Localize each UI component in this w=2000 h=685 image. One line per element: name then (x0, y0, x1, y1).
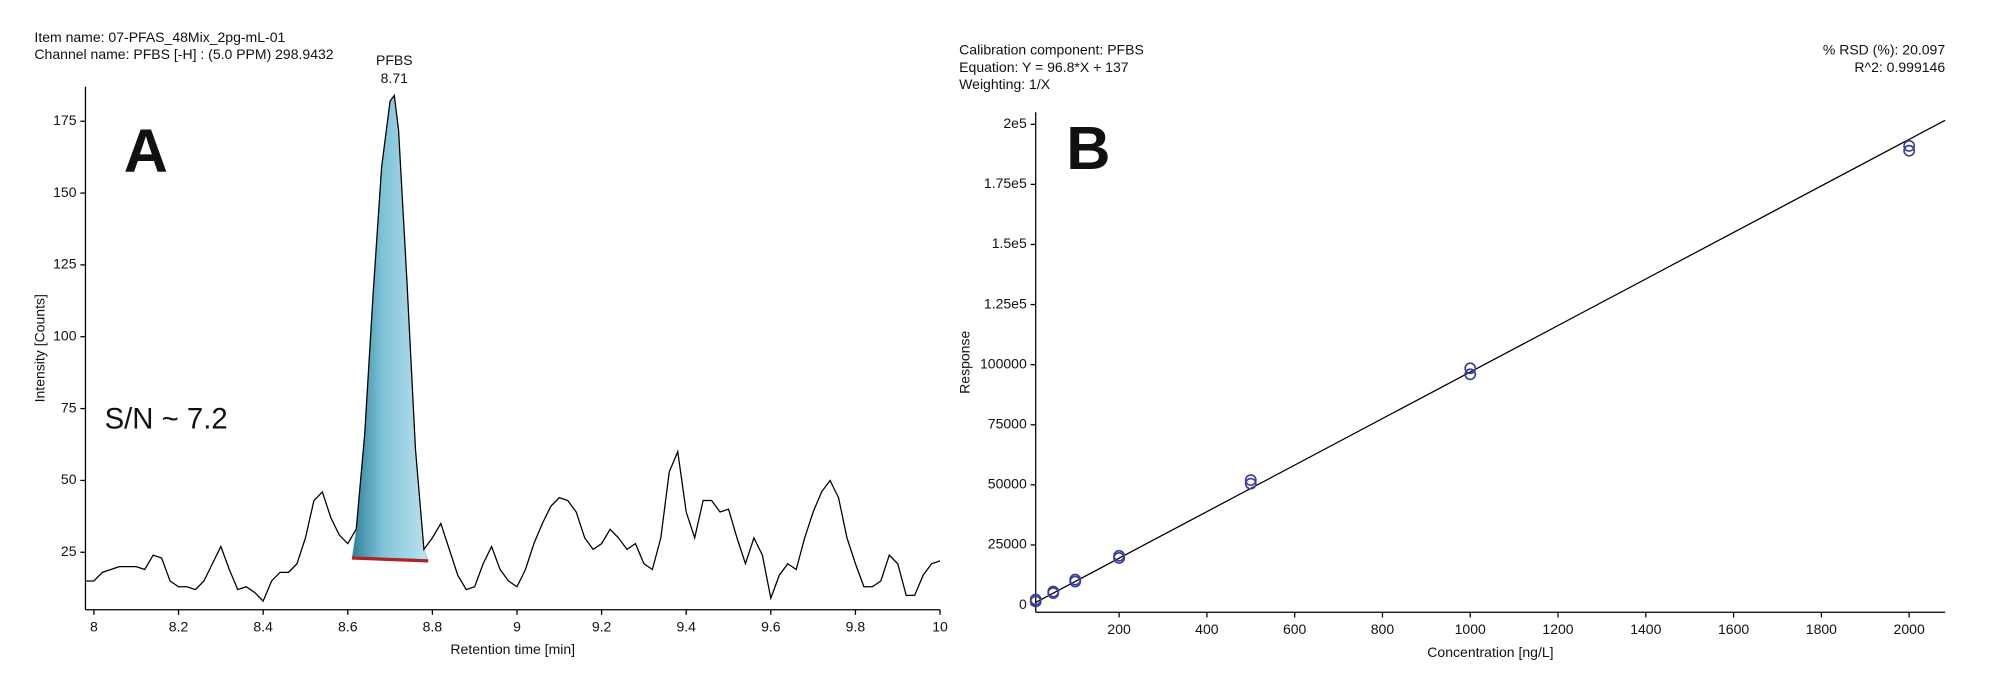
y-tick-label: 150 (53, 184, 77, 200)
x-tick-label: 1000 (1455, 621, 1486, 637)
y-tick-label: 1.25e5 (984, 295, 1027, 311)
y-axis-label: Response (956, 331, 972, 394)
x-tick-label: 8.8 (423, 618, 443, 634)
y-tick-label: 100000 (980, 355, 1027, 371)
data-point (1903, 139, 1916, 152)
y-tick-label: 100 (53, 327, 77, 343)
x-tick-label: 1600 (1718, 621, 1749, 637)
y-tick-label: 25000 (988, 536, 1027, 552)
header-line: Channel name: PFBS [-H] : (5.0 PPM) 298.… (34, 46, 333, 62)
x-tick-label: 9 (513, 618, 521, 634)
x-tick-label: 9.6 (761, 618, 781, 634)
x-tick-label: 8.4 (253, 618, 273, 634)
y-tick-label: 1.75e5 (984, 175, 1027, 191)
x-tick-label: 9.4 (676, 618, 696, 634)
header-line: Calibration component: PFBS (959, 42, 1144, 58)
chromatogram-line (85, 93, 941, 603)
y-tick-label: 175 (53, 112, 77, 128)
x-tick-label: 8.6 (338, 618, 358, 634)
peak-rt: 8.71 (381, 70, 408, 86)
panel-label: B (1066, 114, 1110, 182)
header-right-line: R^2: 0.999146 (1854, 59, 1945, 75)
header-line: Weighting: 1/X (959, 76, 1051, 92)
data-point (1113, 549, 1126, 562)
peak-name: PFBS (376, 52, 413, 68)
y-axis-label: Intensity [Counts] (32, 294, 48, 402)
header-line: Equation: Y = 96.8*X + 137 (959, 59, 1129, 75)
header-right-line: % RSD (%): 20.097 (1823, 42, 1945, 58)
x-tick-label: 10 (932, 618, 948, 634)
y-tick-label: 2e5 (1003, 115, 1027, 131)
y-tick-label: 1.5e5 (992, 235, 1027, 251)
x-tick-label: 9.2 (592, 618, 612, 634)
data-point (1069, 573, 1082, 586)
x-tick-label: 8 (90, 618, 98, 634)
y-tick-label: 75 (61, 399, 77, 415)
y-tick-label: 0 (1019, 596, 1027, 612)
data-point (1464, 362, 1477, 375)
x-axis-label: Retention time [min] (450, 641, 575, 657)
y-tick-label: 125 (53, 256, 77, 272)
fit-line (1035, 119, 1946, 603)
x-tick-label: 9.8 (846, 618, 866, 634)
data-point (1244, 474, 1257, 486)
x-tick-label: 8.2 (169, 618, 189, 634)
data-point (1464, 368, 1477, 381)
data-point (1244, 477, 1257, 490)
data-point (1029, 593, 1042, 606)
x-tick-label: 2000 (1894, 621, 1925, 637)
y-tick-label: 50000 (988, 476, 1027, 492)
panel-label: A (124, 117, 168, 185)
integration-baseline (351, 556, 429, 563)
x-tick-label: 1400 (1630, 621, 1661, 637)
data-point (1047, 585, 1060, 598)
x-tick-label: 200 (1107, 621, 1131, 637)
x-tick-label: 400 (1195, 621, 1219, 637)
x-tick-label: 1800 (1806, 621, 1837, 637)
peak-area (351, 94, 429, 562)
x-tick-label: 600 (1283, 621, 1307, 637)
y-tick-label: 75000 (988, 415, 1027, 431)
data-point (1903, 144, 1916, 157)
annotation: S/N ~ 7.2 (105, 403, 228, 436)
header-line: Item name: 07-PFAS_48Mix_2pg-mL-01 (34, 29, 285, 45)
x-tick-label: 1200 (1542, 621, 1573, 637)
x-tick-label: 800 (1371, 621, 1395, 637)
y-tick-label: 50 (61, 471, 77, 487)
x-axis-label: Concentration [ng/L] (1427, 644, 1553, 660)
y-tick-label: 25 (61, 543, 77, 559)
